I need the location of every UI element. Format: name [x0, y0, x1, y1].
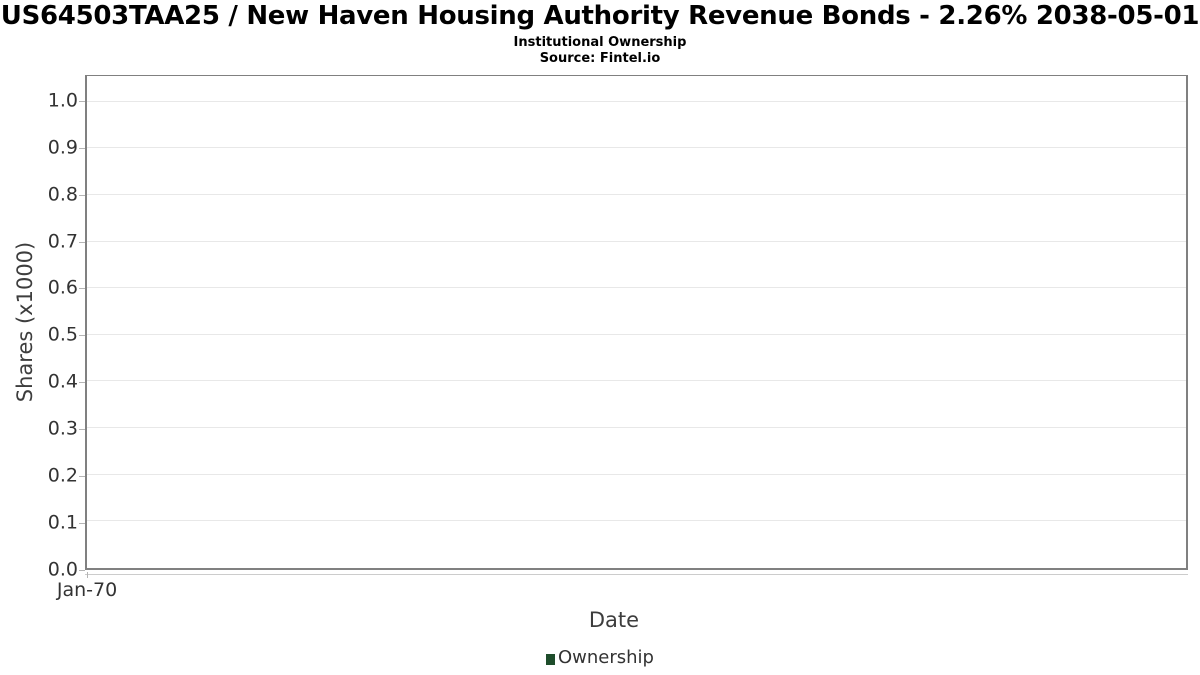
- chart-subtitle: Institutional Ownership: [513, 35, 687, 50]
- y-tick-mark: [79, 241, 85, 243]
- legend-swatch-ownership: [546, 653, 555, 665]
- y-tick-mark: [79, 429, 85, 431]
- y-tick-label: 0.0: [47, 558, 78, 581]
- y-tick-label: 0.9: [47, 136, 78, 159]
- gridline: [87, 147, 1186, 149]
- y-tick-label: 0.2: [47, 464, 78, 487]
- y-tick-mark: [79, 147, 85, 149]
- plot-area: [85, 75, 1188, 570]
- y-tick-label: 0.6: [47, 276, 78, 299]
- y-tick-mark: [79, 194, 85, 196]
- gridline: [87, 427, 1186, 429]
- y-tick-label: 0.4: [47, 370, 78, 393]
- y-tick-label: 0.5: [47, 323, 78, 346]
- y-tick-mark: [79, 100, 85, 102]
- legend-label-ownership: Ownership: [558, 647, 654, 668]
- y-tick-mark: [79, 335, 85, 337]
- gridline: [87, 520, 1186, 522]
- x-axis-title: Date: [588, 608, 640, 632]
- y-tick-mark: [79, 570, 85, 571]
- x-tick-label: Jan-70: [56, 579, 118, 601]
- y-tick-mark: [79, 288, 85, 290]
- y-tick-mark: [79, 382, 85, 384]
- chart-source-note: Source: Fintel.io: [539, 51, 661, 66]
- x-axis-baseline: [85, 574, 1188, 575]
- chart-legend: Ownership: [0, 647, 1200, 668]
- x-tick-mark: [87, 572, 88, 578]
- y-tick-label: 0.7: [47, 230, 78, 253]
- gridline: [87, 287, 1186, 289]
- gridline: [87, 193, 1186, 195]
- chart-title: US64503TAA25 / New Haven Housing Authori…: [0, 1, 1200, 31]
- y-tick-label: 0.8: [47, 183, 78, 206]
- gridline: [87, 240, 1186, 242]
- y-tick-label: 0.1: [47, 511, 78, 534]
- gridline: [87, 333, 1186, 335]
- gridline: [87, 380, 1186, 382]
- y-tick-mark: [79, 476, 85, 478]
- gridline: [87, 100, 1186, 102]
- y-tick-mark: [79, 523, 85, 525]
- y-tick-label: 0.3: [47, 417, 78, 440]
- gridline: [87, 473, 1186, 475]
- y-tick-label: 1.0: [47, 89, 78, 112]
